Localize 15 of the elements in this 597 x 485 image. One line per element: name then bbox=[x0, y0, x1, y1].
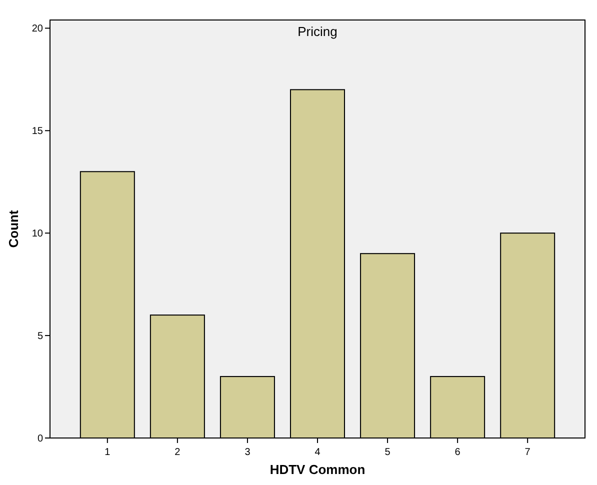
x-axis-title: HDTV Common bbox=[270, 462, 366, 477]
x-tick-label: 3 bbox=[244, 447, 251, 458]
y-tick-label: 10 bbox=[32, 228, 44, 240]
x-tick-label: 1 bbox=[104, 447, 111, 458]
y-tick-label: 15 bbox=[32, 126, 44, 138]
x-tick-label: 2 bbox=[174, 447, 181, 458]
x-tick-label: 5 bbox=[384, 447, 391, 458]
x-tick-label: 6 bbox=[454, 447, 461, 458]
y-tick-label: 5 bbox=[37, 331, 44, 342]
y-axis-title: Count bbox=[6, 210, 21, 248]
y-tick-label: 0 bbox=[37, 434, 44, 444]
x-tick-label: 4 bbox=[314, 447, 321, 458]
chart-title: Pricing bbox=[298, 24, 338, 39]
y-tick-label: 20 bbox=[32, 24, 44, 35]
x-tick-label: 7 bbox=[524, 447, 531, 458]
